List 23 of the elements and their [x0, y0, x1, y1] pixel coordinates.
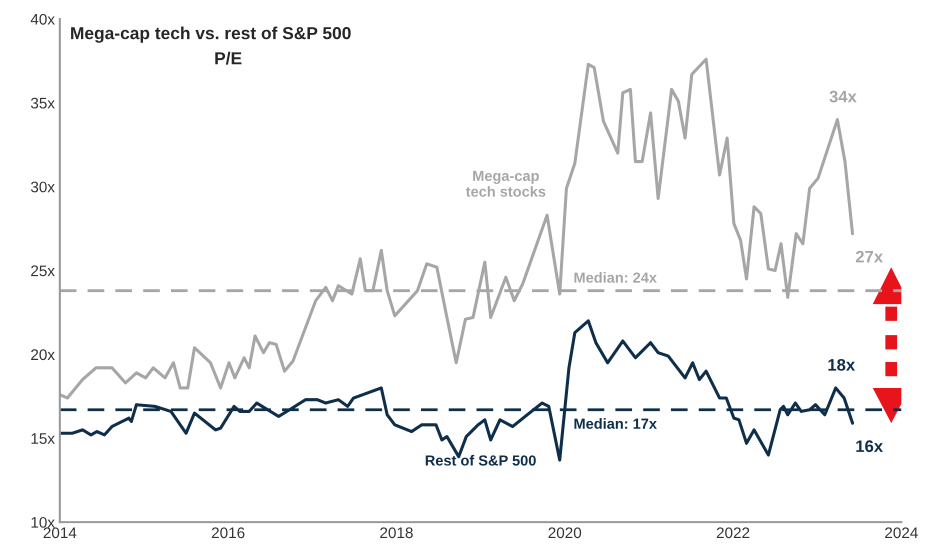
y-tick-label: 35x — [30, 98, 55, 109]
annotation: 34x — [829, 90, 857, 102]
chart-title: Mega-cap tech vs. rest of S&P 500 — [71, 26, 351, 43]
y-tick-label: 30x — [30, 182, 55, 192]
x-tick-label: 2020 — [548, 527, 582, 538]
y-tick-label: 40x — [30, 14, 55, 25]
y-tick-label: 25x — [31, 265, 55, 276]
annotation: 16x — [856, 440, 883, 452]
x-tick-label: 2024 — [885, 527, 918, 538]
series-label: Mega-cap tech stocks — [466, 170, 546, 197]
annotation: 18x — [828, 358, 856, 371]
ref-line-label: Median: 24x — [574, 272, 657, 283]
x-tick-label: 2018 — [380, 527, 413, 538]
x-tick-label: 2022 — [716, 527, 750, 538]
y-tick-label: 20x — [31, 349, 55, 360]
y-tick-label: 15x — [32, 433, 55, 444]
x-tick-label: 2016 — [212, 527, 244, 538]
y-tick-label: 10x — [32, 516, 55, 528]
annotation: 27x — [856, 250, 883, 262]
text: P/E — [215, 52, 242, 65]
x-tick-label: 2014 — [44, 527, 76, 538]
ref-line-label: Median: 17x — [574, 418, 657, 429]
series-label: Rest of S&P 500 — [426, 454, 536, 466]
